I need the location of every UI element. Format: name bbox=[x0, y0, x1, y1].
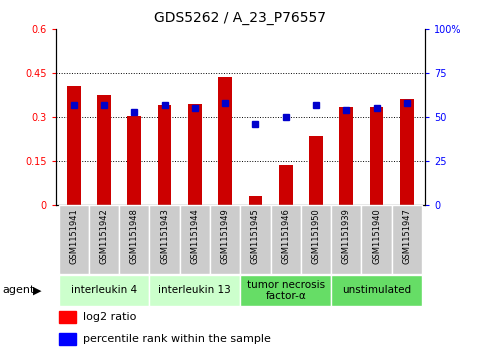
Text: percentile rank within the sample: percentile rank within the sample bbox=[83, 334, 271, 344]
Text: tumor necrosis
factor-α: tumor necrosis factor-α bbox=[247, 280, 325, 301]
Bar bbox=[370, 107, 384, 205]
Bar bbox=[59, 311, 76, 323]
Bar bbox=[149, 275, 241, 306]
Text: log2 ratio: log2 ratio bbox=[83, 312, 137, 322]
Bar bbox=[241, 275, 331, 306]
Text: unstimulated: unstimulated bbox=[342, 285, 411, 295]
Bar bbox=[119, 205, 149, 274]
Bar bbox=[340, 107, 353, 205]
Bar bbox=[89, 205, 119, 274]
Bar bbox=[270, 205, 301, 274]
Text: GSM1151943: GSM1151943 bbox=[160, 208, 169, 264]
Bar bbox=[241, 205, 270, 274]
Text: GSM1151944: GSM1151944 bbox=[190, 208, 199, 264]
Text: ▶: ▶ bbox=[33, 285, 42, 295]
Bar bbox=[331, 205, 361, 274]
Bar bbox=[309, 136, 323, 205]
Text: GSM1151949: GSM1151949 bbox=[221, 208, 229, 264]
Bar bbox=[58, 275, 149, 306]
Title: GDS5262 / A_23_P76557: GDS5262 / A_23_P76557 bbox=[154, 11, 327, 25]
Text: GSM1151946: GSM1151946 bbox=[281, 208, 290, 264]
Bar bbox=[180, 205, 210, 274]
Bar bbox=[301, 205, 331, 274]
Bar bbox=[97, 95, 111, 205]
Text: GSM1151950: GSM1151950 bbox=[312, 208, 321, 264]
Text: GSM1151947: GSM1151947 bbox=[402, 208, 412, 264]
Text: GSM1151942: GSM1151942 bbox=[99, 208, 109, 264]
Bar bbox=[279, 166, 293, 205]
Bar bbox=[158, 105, 171, 205]
Bar bbox=[149, 205, 180, 274]
Bar bbox=[210, 205, 241, 274]
Bar bbox=[67, 86, 81, 205]
Bar bbox=[58, 205, 89, 274]
Text: interleukin 4: interleukin 4 bbox=[71, 285, 137, 295]
Bar bbox=[249, 196, 262, 205]
Text: agent: agent bbox=[2, 285, 35, 295]
Text: GSM1151939: GSM1151939 bbox=[342, 208, 351, 264]
Text: GSM1151948: GSM1151948 bbox=[130, 208, 139, 264]
Text: GSM1151941: GSM1151941 bbox=[69, 208, 78, 264]
Bar bbox=[188, 104, 202, 205]
Text: GSM1151945: GSM1151945 bbox=[251, 208, 260, 264]
Bar bbox=[361, 205, 392, 274]
Bar bbox=[400, 99, 413, 205]
Bar bbox=[218, 77, 232, 205]
Bar bbox=[59, 333, 76, 345]
Bar bbox=[392, 205, 422, 274]
Text: GSM1151940: GSM1151940 bbox=[372, 208, 381, 264]
Bar bbox=[128, 115, 141, 205]
Text: interleukin 13: interleukin 13 bbox=[158, 285, 231, 295]
Bar bbox=[331, 275, 422, 306]
